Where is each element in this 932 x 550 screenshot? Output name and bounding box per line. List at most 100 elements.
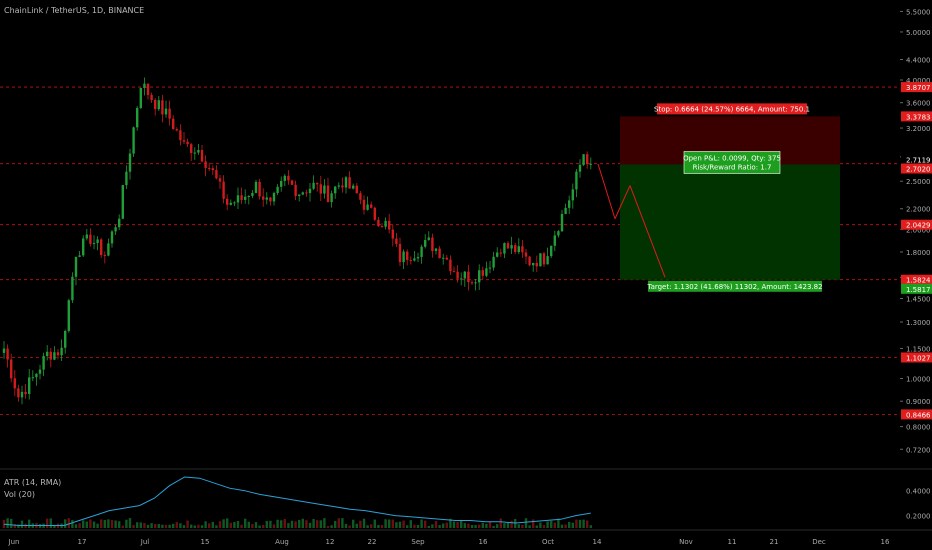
volume-bar [449,518,452,528]
vol-label: Vol (20) [4,490,35,499]
candle-body [409,260,412,262]
price-tag-bg [901,274,932,285]
candle-body [463,271,466,279]
candle-body [298,194,301,197]
x-tick-label: 16 [479,538,488,546]
candle-body [164,108,168,115]
volume-bar [251,524,254,528]
rr-label: Risk/Reward Ratio: 1.7 [693,163,772,171]
y-tick-label: 1.1500 [906,345,931,353]
volume-bar [546,521,549,528]
candle-body [204,161,207,168]
volume-bar [424,520,427,528]
candle-body [211,168,214,171]
candle-body [172,118,175,130]
target-zone [620,164,840,280]
price-tag-bg [901,352,932,363]
candle-body [71,276,74,301]
volume-bar [100,519,103,528]
volume-bar [532,519,535,528]
y-tick-label: 4.0000 [906,77,931,85]
candle-body [474,282,477,284]
x-tick-label: Jul [140,538,150,546]
x-tick-label: 14 [593,538,602,546]
volume-bar [467,523,470,528]
volume-bar [352,519,355,528]
candle-body [13,378,16,389]
volume-bar [571,522,574,528]
candle-body [136,107,139,128]
price-tag-bg [901,82,932,93]
y-tick-label: 3.2000 [906,125,931,133]
volume-bar [186,520,189,528]
x-tick-label: 17 [78,538,87,546]
volume-bar [190,524,193,528]
volume-bar [438,525,441,528]
volume-bar [265,520,268,528]
x-tick-label: Jun [8,538,20,546]
candle-body [247,195,250,197]
candle-body [402,251,405,263]
volume-bar [2,519,6,528]
candle-body [496,252,499,257]
volume-bar [402,520,405,528]
volume-bar [258,525,261,528]
candle-body [20,391,24,398]
volume-bar [49,518,52,528]
volume-bar [431,524,434,528]
volume-bar [560,524,564,528]
candle-body [179,130,182,141]
candle-body [251,192,254,196]
candle-body [521,246,524,253]
volume-bar [168,524,171,528]
projection-arrow-segment [597,163,616,219]
candle-body [535,262,538,267]
candle-body [420,246,423,257]
x-tick-label: Oct [542,538,554,546]
volume-bar [67,518,70,528]
volume-bar [503,523,506,528]
candle-body [89,234,92,244]
x-tick-label: 11 [728,538,737,546]
candle-body [31,377,34,379]
volume-bar [384,519,387,528]
candle-body [118,218,121,228]
candle-body [431,237,434,251]
volume-bar [359,520,362,528]
candle-body [35,373,38,378]
volume-bar [456,521,459,528]
candle-body [208,167,211,169]
volume-bar [172,523,175,528]
x-tick-label: Aug [275,538,289,546]
volume-bar [96,523,99,528]
candle-body [323,185,326,194]
volume-bar [298,519,301,528]
candle-body [143,83,146,89]
candle-body [316,182,319,185]
projection-arrow-segment [629,185,666,278]
volume-bar [85,521,88,528]
volume-bar [460,519,463,528]
candle-body [182,140,186,142]
price-tag: 1.1027 [906,354,931,362]
candle-body [244,196,247,200]
candle-body [481,270,484,276]
candle-body [470,282,474,284]
chart-title: ChainLink / TetherUS, 1D, BINANCE [4,6,145,15]
candle-body [236,195,240,203]
candle-body [352,185,355,189]
candle-body [103,255,106,257]
volume-bar [539,522,542,528]
candle-body [445,257,448,260]
atr-line [3,476,591,526]
volume-bar [488,521,492,528]
volume-bar [395,522,398,528]
volume-bar [589,525,592,528]
volume-bar [510,520,513,528]
candle-body [146,83,150,95]
volume-bar [521,524,524,528]
volume-bar [114,520,117,528]
candle-body [150,94,153,100]
